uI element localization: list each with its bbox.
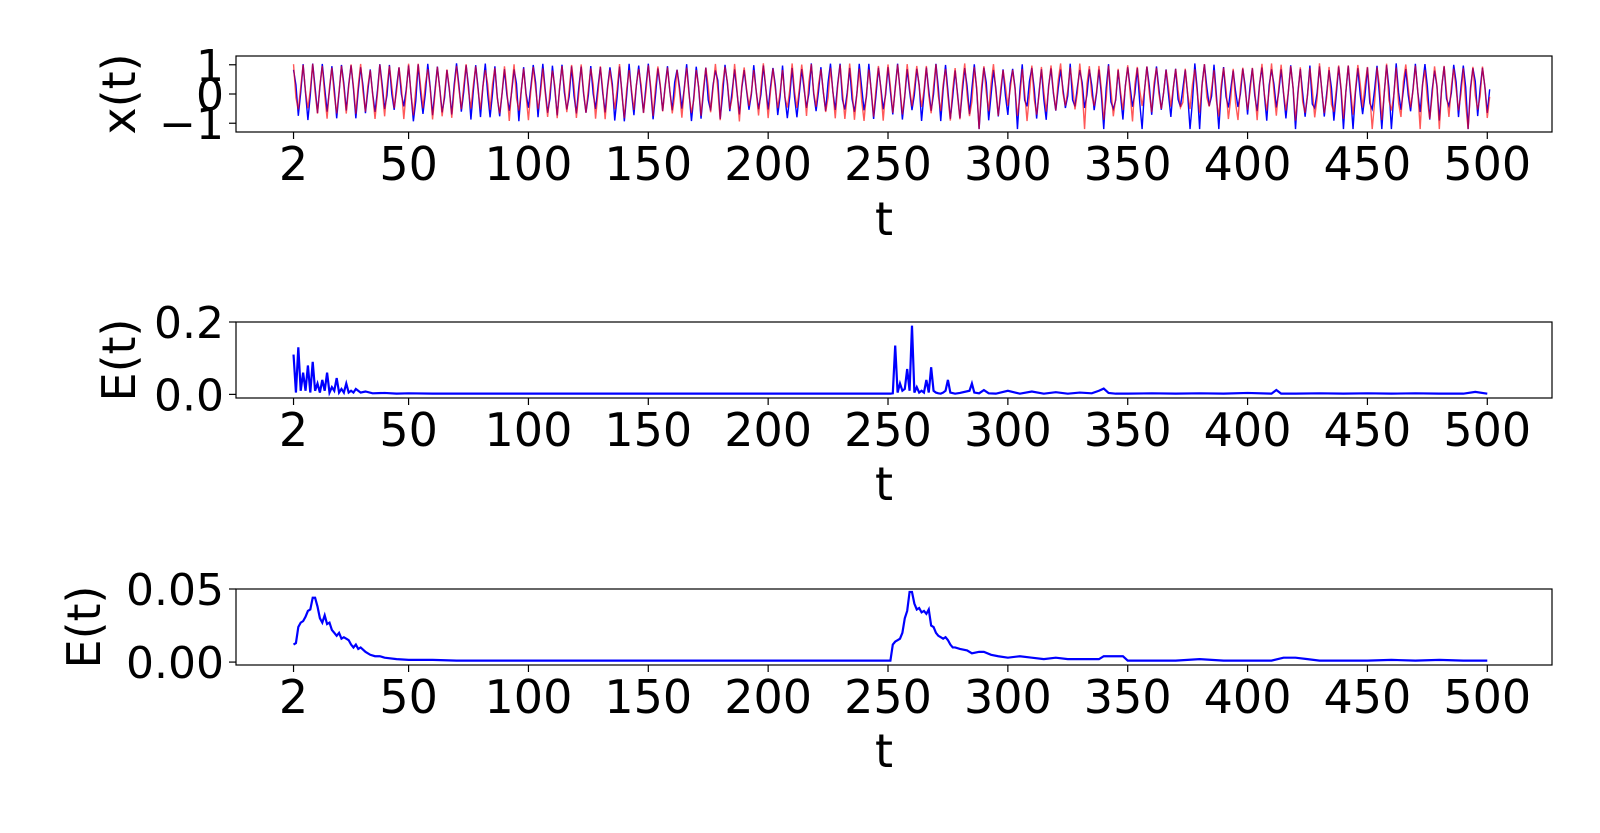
y-tick-label: −1 — [159, 99, 224, 150]
axes-frame — [235, 321, 1553, 399]
x-tick-label: 400 — [1204, 403, 1292, 457]
x-tick-label: 450 — [1324, 403, 1412, 457]
y-tick-label: 0.00 — [126, 638, 224, 689]
x-tick-label: 300 — [964, 137, 1052, 191]
x-tick-label: 450 — [1324, 137, 1412, 191]
x-tick-label: 100 — [485, 137, 573, 191]
chart-panel-2: 2 50 100 150 200 250 300 350 400 450 5000.00.2tE(t… — [92, 298, 1553, 511]
x-tick-label: 350 — [1084, 403, 1172, 457]
x-tick-label: 50 — [379, 137, 438, 191]
x-tick-label: 150 — [604, 403, 692, 457]
x-tick-label: 150 — [604, 670, 692, 724]
x-tick-label: 2 — [279, 137, 308, 191]
x-tick-label: 250 — [844, 137, 932, 191]
x-tick-label: 450 — [1324, 670, 1412, 724]
x-tick-label: 400 — [1204, 670, 1292, 724]
x-tick-label: 100 — [485, 670, 573, 724]
axes-frame — [235, 588, 1553, 666]
x-axis-label: t — [875, 457, 893, 511]
y-axis-label: E(t) — [57, 586, 111, 669]
x-tick-label: 100 — [485, 403, 573, 457]
y-tick-label: 0.05 — [126, 565, 224, 616]
x-tick-label: 500 — [1443, 670, 1531, 724]
x-tick-label: 50 — [379, 403, 438, 457]
x-tick-label: 50 — [379, 670, 438, 724]
x-tick-label: 300 — [964, 670, 1052, 724]
x-tick-label: 300 — [964, 403, 1052, 457]
x-tick-label: 200 — [724, 137, 812, 191]
y-tick-label: 0.2 — [154, 298, 224, 349]
x-tick-label: 250 — [844, 670, 932, 724]
x-tick-label: 400 — [1204, 137, 1292, 191]
x-axis-label: t — [875, 192, 893, 246]
y-tick-label: 0.0 — [154, 370, 224, 421]
series-line-1 — [292, 590, 1488, 662]
y-axis-label: x(t) — [92, 53, 146, 134]
y-axis-label: E(t) — [92, 319, 146, 402]
series-line-2 — [292, 63, 1491, 130]
x-tick-label: 500 — [1443, 137, 1531, 191]
x-tick-label: 200 — [724, 403, 812, 457]
x-tick-label: 150 — [604, 137, 692, 191]
x-tick-label: 350 — [1084, 670, 1172, 724]
y-tick-label: 0 — [196, 70, 224, 121]
y-tick-label: 1 — [196, 41, 224, 92]
chart-panel-3: 2 50 100 150 200 250 300 350 400 450 5000.000.05tE… — [57, 565, 1553, 778]
x-tick-label: 2 — [279, 403, 308, 457]
x-tick-label: 2 — [279, 670, 308, 724]
series-line-1 — [292, 325, 1488, 397]
x-tick-label: 200 — [724, 670, 812, 724]
x-tick-label: 350 — [1084, 137, 1172, 191]
x-tick-label: 500 — [1443, 403, 1531, 457]
x-tick-label: 250 — [844, 403, 932, 457]
x-axis-label: t — [875, 724, 893, 778]
